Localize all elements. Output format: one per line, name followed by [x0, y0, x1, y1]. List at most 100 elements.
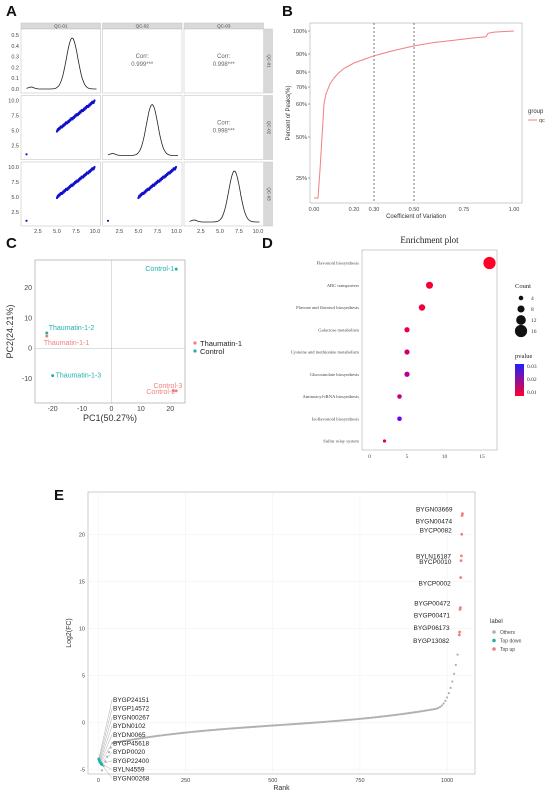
others-point	[367, 716, 370, 720]
others-point	[454, 663, 457, 667]
top-up-label: BYCP0002	[419, 581, 452, 588]
others-point	[372, 716, 375, 719]
others-point	[135, 737, 138, 740]
others-point	[416, 710, 419, 713]
term-label: Glucosinolate biosynthesis	[310, 372, 360, 377]
others-point	[391, 714, 395, 717]
strip-top-label: QC-01	[54, 24, 68, 29]
panel-letter-d: D	[262, 235, 273, 252]
others-point	[201, 729, 205, 732]
others-point	[170, 733, 173, 736]
y-tick-label: 10.0	[8, 165, 19, 171]
pair-point	[93, 165, 96, 169]
others-point	[214, 728, 217, 731]
y-tick-label: 20	[79, 532, 85, 538]
color-legend-label: 0.02	[527, 377, 537, 383]
others-point	[393, 713, 396, 717]
pca-point	[45, 334, 49, 338]
corr-value: 0.999***	[131, 62, 154, 68]
others-point	[275, 724, 278, 727]
others-point	[439, 705, 442, 709]
others-point	[383, 715, 386, 718]
others-point	[339, 719, 342, 722]
others-point	[386, 714, 389, 717]
others-point	[191, 730, 194, 733]
y-tick-label: 0.0	[11, 87, 19, 93]
pair-point	[106, 219, 110, 222]
others-point	[341, 719, 344, 722]
x-tick-label: 10.0	[171, 229, 182, 235]
top-up-point	[460, 554, 463, 558]
size-legend-label: 4	[531, 296, 534, 302]
others-point	[189, 730, 192, 734]
x-axis-label: PC1(50.27%)	[83, 413, 137, 423]
others-point	[238, 726, 241, 729]
others-point	[409, 711, 412, 714]
others-point	[357, 717, 360, 721]
others-point	[353, 718, 356, 721]
others-point	[222, 727, 226, 731]
plot-area-e	[87, 491, 476, 775]
others-point	[402, 712, 405, 715]
y-tick-label: 7.5	[11, 180, 19, 186]
top-down-connector	[101, 764, 113, 779]
y-tick-label: -5	[80, 767, 85, 773]
others-point	[364, 717, 367, 720]
others-point	[273, 724, 276, 727]
others-point	[172, 732, 175, 736]
y-tick-label: 2.5	[11, 210, 19, 216]
others-point	[344, 719, 348, 722]
x-tick-label: 5	[406, 454, 409, 460]
others-point	[168, 733, 172, 736]
y-tick-label: 10	[79, 626, 85, 632]
others-point	[290, 723, 294, 726]
others-point	[384, 714, 388, 718]
pair-cell-r3-c3	[183, 161, 264, 227]
others-point	[149, 735, 152, 738]
enrichment-point	[404, 349, 410, 355]
term-label: Galactose metabolism	[318, 327, 359, 332]
others-point	[412, 711, 416, 714]
others-point	[151, 735, 154, 738]
others-point	[421, 709, 424, 713]
others-point	[397, 713, 400, 716]
pca-point-label: Control-3	[153, 383, 182, 390]
corr-value: 0.998***	[213, 129, 236, 135]
others-point	[430, 708, 433, 711]
pair-point	[25, 219, 28, 222]
others-point	[114, 741, 117, 744]
enrichment-point	[397, 416, 402, 422]
others-point	[224, 727, 227, 731]
others-point	[428, 708, 431, 712]
top-up-label: BYGP00472	[414, 601, 451, 608]
others-point	[351, 718, 355, 721]
x-tick-label: 0.30	[369, 207, 380, 213]
y-tick-label: 10	[24, 315, 32, 322]
others-point	[107, 751, 111, 754]
y-tick-label: 0.3	[11, 55, 19, 61]
x-tick-label: -20	[48, 406, 58, 413]
others-point	[323, 720, 327, 723]
y-tick-label: 0	[82, 720, 85, 726]
others-point	[325, 720, 328, 723]
pca-point-label: Thaumatin-1-1	[44, 340, 90, 347]
others-point	[433, 707, 437, 711]
others-point	[116, 740, 119, 744]
others-point	[350, 718, 353, 721]
others-point	[280, 723, 283, 727]
others-point	[198, 730, 201, 733]
others-point	[128, 738, 131, 742]
others-point	[376, 715, 379, 719]
pair-cell-r1-c2	[102, 28, 183, 94]
others-point	[327, 720, 330, 723]
strip-right-3	[264, 161, 273, 227]
others-point	[332, 720, 335, 723]
plot-area-d	[361, 249, 498, 451]
term-label: ABC transporters	[327, 283, 359, 288]
others-point	[346, 718, 349, 722]
pca-point-label: Control-2	[146, 389, 175, 396]
panel-letter-e: E	[54, 487, 64, 504]
others-point	[320, 720, 323, 724]
pair-point	[25, 153, 28, 156]
others-point	[233, 727, 236, 730]
